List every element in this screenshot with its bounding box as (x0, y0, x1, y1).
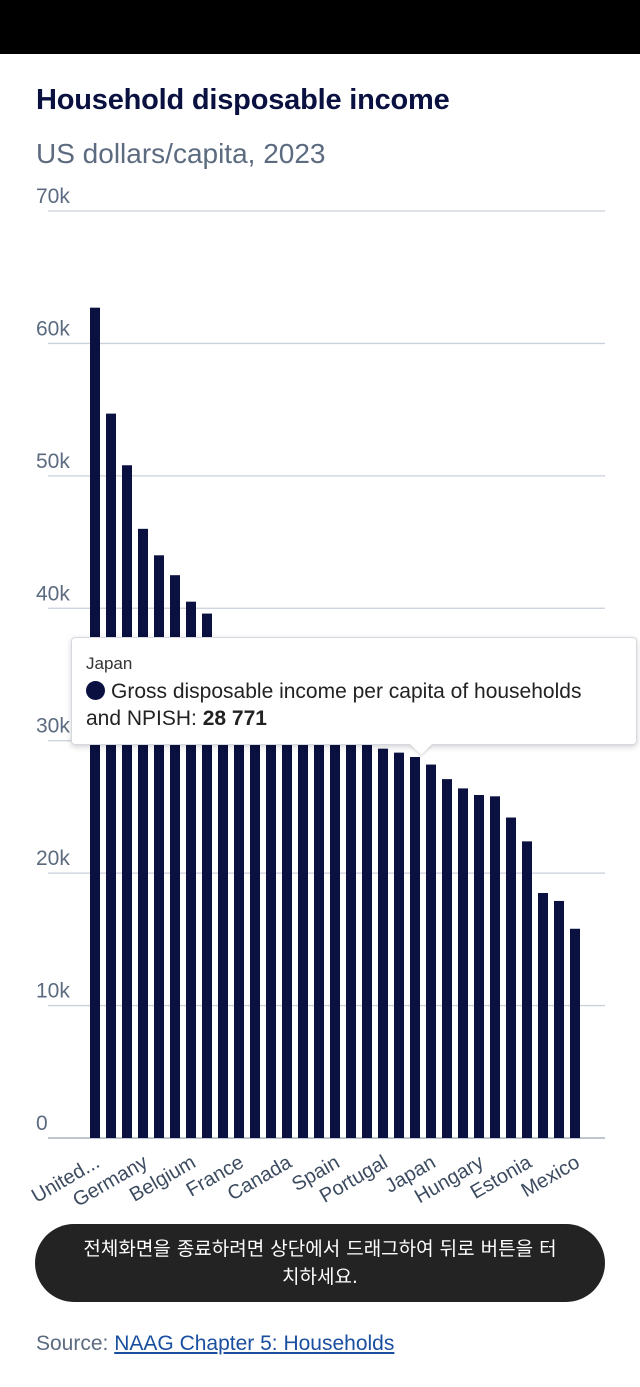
bar[interactable] (106, 413, 116, 1138)
tooltip-body: Gross disposable income per capita of ho… (86, 678, 622, 732)
bar[interactable] (570, 928, 580, 1138)
bar[interactable] (346, 740, 356, 1138)
chart-tooltip: Japan Gross disposable income per capita… (71, 637, 637, 745)
bar[interactable] (394, 752, 404, 1138)
bar[interactable] (282, 700, 292, 1138)
chart-title: Household disposable income (36, 84, 450, 116)
bar[interactable] (266, 687, 276, 1138)
bar[interactable] (506, 817, 516, 1138)
source-line: Source: NAAG Chapter 5: Households (36, 1332, 394, 1356)
bar[interactable] (218, 648, 228, 1138)
y-tick-label: 40k (36, 582, 70, 605)
fullscreen-toast: 전체화면을 종료하려면 상단에서 드래그하여 뒤로 버튼을 터치하세요. (35, 1224, 605, 1302)
bar[interactable] (410, 756, 420, 1138)
y-tick-label: 30k (36, 715, 70, 738)
bar[interactable] (330, 734, 340, 1138)
y-tick-label: 0 (36, 1112, 48, 1135)
bar[interactable] (202, 613, 212, 1138)
status-bar (0, 0, 640, 54)
bar[interactable] (138, 528, 148, 1138)
y-axis-ticks: 0 10k 20k 30k 40k 50k 60k 70k (36, 185, 70, 1135)
y-tick-label: 50k (36, 450, 70, 473)
bar[interactable] (426, 764, 436, 1138)
y-tick-label: 70k (36, 185, 70, 208)
bar[interactable] (522, 841, 532, 1138)
y-tick-label: 10k (36, 980, 70, 1003)
tooltip-series-label: Gross disposable income per capita of ho… (86, 680, 582, 730)
bar[interactable] (362, 744, 372, 1138)
bar[interactable] (458, 788, 468, 1138)
x-axis-ticks: United...GermanyBelgiumFranceCanadaSpain… (28, 1151, 584, 1212)
y-tick-label: 20k (36, 847, 70, 870)
bar[interactable] (250, 674, 260, 1139)
bar-chart[interactable]: 0 10k 20k 30k 40k 50k 60k 70k United...GermanyB… (0, 0, 640, 1230)
tooltip-arrow (410, 744, 432, 755)
bar[interactable] (442, 779, 452, 1138)
bar[interactable] (170, 575, 180, 1138)
bar[interactable] (186, 601, 196, 1138)
toast-message: 전체화면을 종료하려면 상단에서 드래그하여 뒤로 버튼을 터치하세요. (83, 1238, 557, 1288)
series-dot-icon (86, 681, 105, 700)
source-prefix: Source: (36, 1332, 115, 1355)
bars (90, 307, 580, 1139)
bar[interactable] (314, 723, 324, 1139)
bar[interactable] (234, 661, 244, 1138)
tooltip-country: Japan (86, 654, 133, 673)
y-tick-label: 60k (36, 317, 70, 340)
bar[interactable] (378, 748, 388, 1138)
tooltip-value: 28 771 (202, 707, 267, 730)
chart-subtitle: US dollars/capita, 2023 (36, 138, 326, 169)
bar[interactable] (490, 796, 500, 1138)
bar[interactable] (122, 465, 132, 1138)
bar[interactable] (538, 893, 548, 1138)
source-link[interactable]: NAAG Chapter 5: Households (114, 1332, 395, 1355)
bar[interactable] (298, 714, 308, 1138)
bar[interactable] (154, 555, 164, 1138)
bar[interactable] (554, 900, 564, 1138)
bar[interactable] (474, 795, 484, 1138)
